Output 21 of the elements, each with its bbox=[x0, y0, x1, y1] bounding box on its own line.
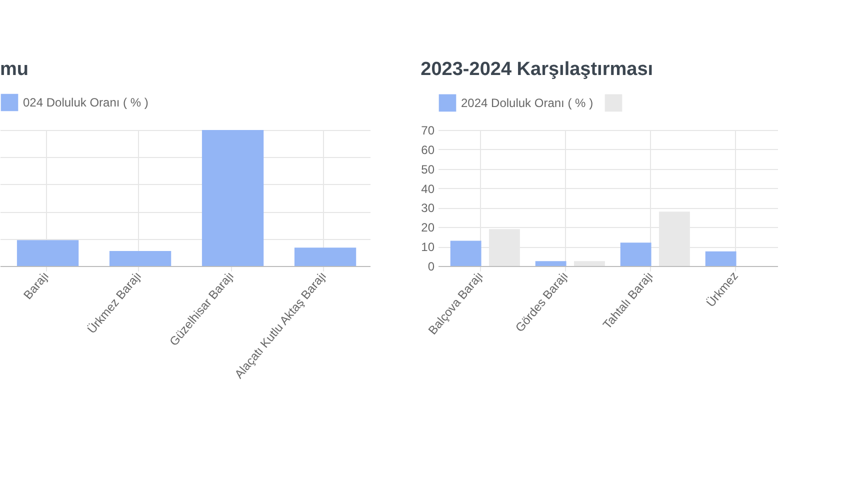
bar bbox=[109, 251, 172, 266]
bar bbox=[450, 240, 482, 266]
y-tick-label: 60 bbox=[421, 142, 435, 157]
bar bbox=[620, 242, 652, 266]
bar bbox=[294, 248, 356, 266]
y-tick-label: 70 bbox=[421, 124, 435, 138]
y-tick-label: 30 bbox=[421, 201, 435, 216]
chart-title: mu bbox=[0, 59, 28, 80]
bar bbox=[202, 130, 264, 266]
legend-label: 2024 Doluluk Oranı ( % ) bbox=[461, 96, 594, 110]
y-tick-label: 50 bbox=[421, 162, 435, 176]
y-tick-label: 20 bbox=[421, 220, 435, 235]
y-tick-label: 0 bbox=[428, 260, 435, 274]
bar bbox=[574, 261, 605, 266]
bar bbox=[705, 251, 736, 266]
chart-title: 2023-2024 Karşılaştırması bbox=[420, 59, 654, 80]
y-tick-label: 40 bbox=[421, 182, 435, 196]
bar bbox=[535, 261, 566, 266]
bar bbox=[16, 240, 79, 266]
legend-label: 024 Doluluk Oranı ( % ) bbox=[23, 96, 148, 110]
y-tick-label: 10 bbox=[421, 240, 435, 254]
